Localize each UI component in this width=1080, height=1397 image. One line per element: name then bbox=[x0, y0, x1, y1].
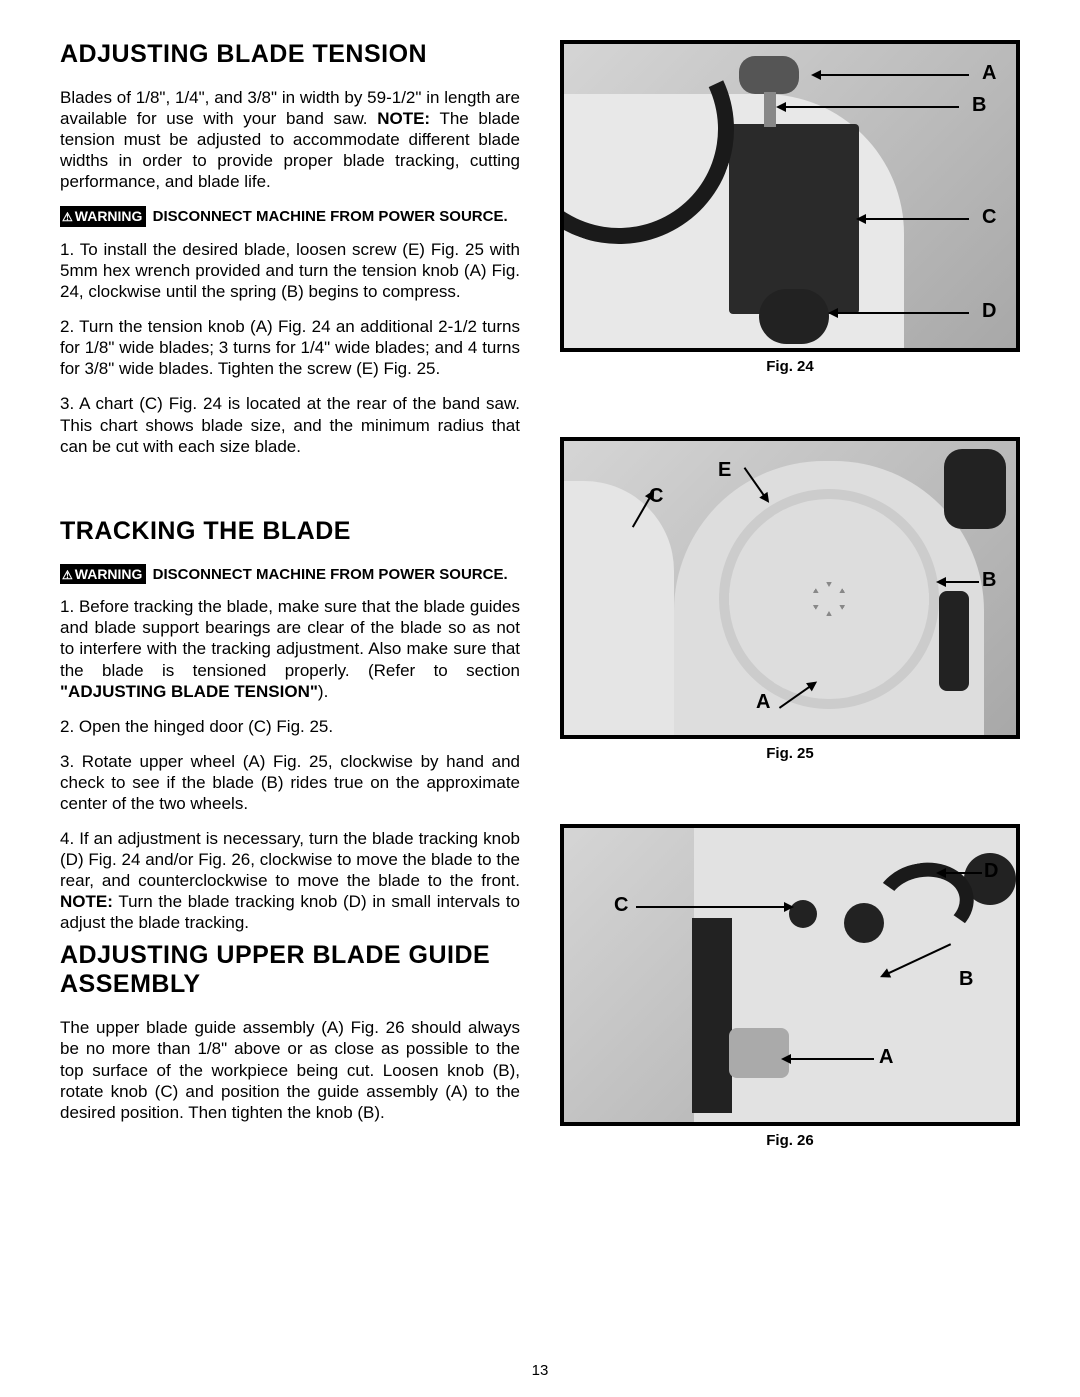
figure-24-frame: A B C D bbox=[560, 40, 1020, 352]
heading-blade-tension: ADJUSTING BLADE TENSION bbox=[60, 40, 520, 69]
tension-shaft bbox=[764, 92, 776, 127]
heading-tracking: TRACKING THE BLADE bbox=[60, 517, 520, 546]
arrow-d26 bbox=[944, 872, 982, 874]
figure-26-frame: D C B A bbox=[560, 824, 1020, 1126]
label-a25: A bbox=[756, 691, 770, 714]
s2-p1b: "ADJUSTING BLADE TENSION" bbox=[60, 682, 318, 701]
spacer-2 bbox=[560, 762, 1020, 824]
arrow-b25 bbox=[944, 581, 979, 583]
arrow-a bbox=[819, 74, 969, 76]
arrow-a26 bbox=[789, 1058, 874, 1060]
s2-p4a: 4. If an adjustment is necessary, turn t… bbox=[60, 829, 520, 890]
figure-25: E C B A Fig. 25 bbox=[560, 437, 1020, 762]
label-b25: B bbox=[982, 569, 996, 592]
label-d26: D bbox=[984, 860, 998, 883]
label-e: E bbox=[718, 459, 731, 482]
s1-p1: 1. To install the desired blade, loosen … bbox=[60, 239, 520, 302]
figure-26: D C B A Fig. 26 bbox=[560, 824, 1020, 1149]
figure-24: A B C D Fig. 24 bbox=[560, 40, 1020, 375]
label-b: B bbox=[972, 94, 986, 117]
note-label-2: NOTE: bbox=[60, 892, 113, 911]
s2-p1: 1. Before tracking the blade, make sure … bbox=[60, 596, 520, 701]
warning-1-text: DISCONNECT MACHINE FROM POWER SOURCE. bbox=[153, 208, 508, 225]
s2-p2: 2. Open the hinged door (C) Fig. 25. bbox=[60, 716, 520, 737]
label-c26: C bbox=[614, 894, 628, 917]
s2-p1c: ). bbox=[318, 682, 328, 701]
note-label: NOTE: bbox=[377, 109, 430, 128]
s2-p3: 3. Rotate upper wheel (A) Fig. 25, clock… bbox=[60, 751, 520, 814]
upper-wheel bbox=[719, 489, 939, 709]
s2-p4: 4. If an adjustment is necessary, turn t… bbox=[60, 828, 520, 933]
s1-p3: 3. A chart (C) Fig. 24 is located at the… bbox=[60, 393, 520, 456]
right-column: A B C D Fig. 24 bbox=[560, 40, 1020, 1149]
label-a26: A bbox=[879, 1046, 893, 1069]
label-d: D bbox=[982, 300, 996, 323]
tension-knob bbox=[739, 56, 799, 94]
figure-24-caption: Fig. 24 bbox=[766, 358, 814, 375]
warning-2: WARNING DISCONNECT MACHINE FROM POWER SO… bbox=[60, 564, 520, 585]
door-25 bbox=[560, 481, 674, 739]
tracking-knob bbox=[759, 289, 829, 344]
label-a: A bbox=[982, 62, 996, 85]
spacer-1 bbox=[560, 375, 1020, 437]
s3-p1: The upper blade guide assembly (A) Fig. … bbox=[60, 1017, 520, 1122]
label-c: C bbox=[982, 206, 996, 229]
s2-p4b: Turn the blade tracking knob (D) in smal… bbox=[60, 892, 520, 932]
arrow-c26 bbox=[636, 906, 786, 908]
chart-panel bbox=[729, 124, 859, 314]
figure-26-caption: Fig. 26 bbox=[766, 1132, 814, 1149]
page-content: ADJUSTING BLADE TENSION Blades of 1/8", … bbox=[60, 40, 1020, 1149]
s1-intro: Blades of 1/8", 1/4", and 3/8" in width … bbox=[60, 87, 520, 192]
s1-p2: 2. Turn the tension knob (A) Fig. 24 an … bbox=[60, 316, 520, 379]
warning-2-text: DISCONNECT MACHINE FROM POWER SOURCE. bbox=[153, 566, 508, 583]
figure-25-caption: Fig. 25 bbox=[766, 745, 814, 762]
arrow-d bbox=[836, 312, 969, 314]
page-number: 13 bbox=[0, 1362, 1080, 1379]
figure-25-frame: E C B A bbox=[560, 437, 1020, 739]
warning-icon: WARNING bbox=[60, 206, 146, 227]
lamp-25 bbox=[944, 449, 1006, 529]
left-column: ADJUSTING BLADE TENSION Blades of 1/8", … bbox=[60, 40, 520, 1149]
blade-guard bbox=[692, 918, 732, 1113]
s2-p1a: 1. Before tracking the blade, make sure … bbox=[60, 597, 520, 679]
arrow-b bbox=[784, 106, 959, 108]
warning-icon: WARNING bbox=[60, 564, 146, 585]
warning-1: WARNING DISCONNECT MACHINE FROM POWER SO… bbox=[60, 206, 520, 227]
guide-bar-25 bbox=[939, 591, 969, 691]
guide-assembly bbox=[729, 1028, 789, 1078]
label-b26: B bbox=[959, 968, 973, 991]
arrow-c bbox=[864, 218, 969, 220]
heading-upper-guide: ADJUSTING UPPER BLADE GUIDE ASSEMBLY bbox=[60, 941, 520, 999]
